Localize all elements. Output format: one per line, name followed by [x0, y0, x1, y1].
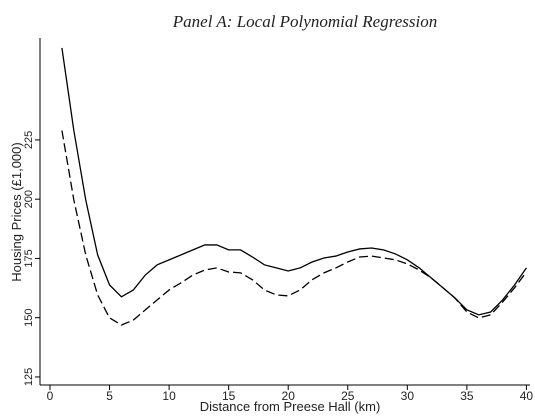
y-tick-label: 225 [23, 131, 35, 149]
y-axis-label: Housing Prices (£1,000) [9, 142, 24, 281]
x-tick-label: 15 [222, 389, 236, 403]
x-tick-label: 35 [460, 389, 474, 403]
x-axis-label: Distance from Preese Hall (km) [200, 399, 381, 414]
x-tick-label: 20 [282, 389, 296, 403]
x-tick-label: 10 [162, 389, 176, 403]
x-tick-label: 5 [106, 389, 113, 403]
chart-title: Panel A: Local Polynomial Regression [172, 12, 437, 31]
line [61, 47, 527, 316]
x-tick-label: 30 [401, 389, 415, 403]
x-tick-label: 0 [47, 389, 54, 403]
y-tick-label: 200 [23, 190, 35, 208]
y-tick-label: 150 [23, 309, 35, 327]
x-tick-label: 40 [520, 389, 534, 403]
line [61, 130, 527, 326]
x-tick-label: 25 [341, 389, 355, 403]
y-tick-label: 125 [23, 368, 35, 386]
y-tick-label: 175 [23, 249, 35, 267]
